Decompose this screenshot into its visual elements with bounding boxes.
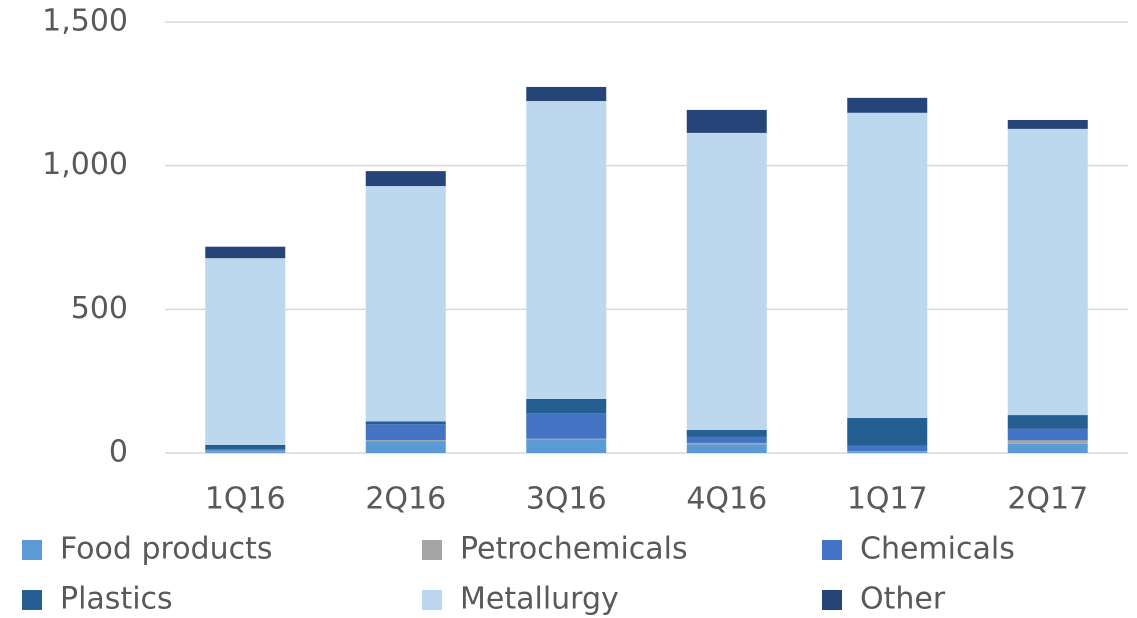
bar-segment (526, 101, 607, 399)
bar-segment (365, 171, 446, 187)
legend-swatch (22, 540, 42, 560)
x-tick-label: 3Q16 (526, 482, 607, 517)
bar-segment (205, 449, 286, 451)
bar-segment (847, 445, 928, 451)
bar-segment (526, 398, 607, 414)
bar-segment (365, 440, 446, 442)
bar-segment (847, 417, 928, 446)
bar-segment (365, 441, 446, 453)
legend-swatch (822, 590, 842, 610)
x-tick-label: 2Q17 (1007, 482, 1088, 517)
y-tick-label: 0 (109, 435, 128, 470)
bar-segment (847, 451, 928, 453)
bar-segment (205, 258, 286, 445)
bar-segment (526, 413, 607, 439)
y-tick-label: 500 (71, 291, 128, 326)
bar-segment (847, 112, 928, 418)
bar-segment (686, 109, 767, 133)
bar-segment (686, 132, 767, 431)
bar-segment (1007, 415, 1088, 429)
bar-segment (365, 186, 446, 422)
bar-segment (686, 444, 767, 453)
bar-segment (847, 450, 928, 452)
bar-segment (365, 424, 446, 441)
bar-segment (1007, 443, 1088, 453)
legend-swatch (422, 590, 442, 610)
bar-segment (205, 450, 286, 452)
legend-label: Other (860, 582, 946, 617)
bar-segment (686, 442, 767, 445)
bar-segment (1007, 128, 1088, 416)
bar-segment (1007, 440, 1088, 444)
bar-segment (205, 451, 286, 453)
bar-segment (526, 86, 607, 102)
bar-segment (686, 436, 767, 443)
x-tick-label: 1Q16 (205, 482, 286, 517)
legend-label: Petrochemicals (460, 532, 688, 567)
legend-label: Food products (60, 532, 273, 567)
legend-swatch (422, 540, 442, 560)
y-tick-label: 1,500 (42, 4, 128, 39)
legend-label: Plastics (60, 582, 173, 617)
bar-segment (205, 246, 286, 259)
bar-segment (526, 438, 607, 440)
bar-segment (205, 444, 286, 450)
bar-segment (526, 439, 607, 453)
legend-label: Metallurgy (460, 582, 619, 617)
legend-label: Chemicals (860, 532, 1015, 567)
bar-segment (686, 430, 767, 437)
bar-segment (1007, 119, 1088, 129)
bar-segment (1007, 428, 1088, 441)
x-tick-label: 4Q16 (686, 482, 767, 517)
x-tick-label: 1Q17 (847, 482, 928, 517)
x-tick-label: 2Q16 (365, 482, 446, 517)
legend-swatch (822, 540, 842, 560)
y-tick-label: 1,000 (42, 147, 128, 182)
bar-segment (365, 421, 446, 425)
bar-segment (847, 97, 928, 113)
legend-swatch (22, 590, 42, 610)
